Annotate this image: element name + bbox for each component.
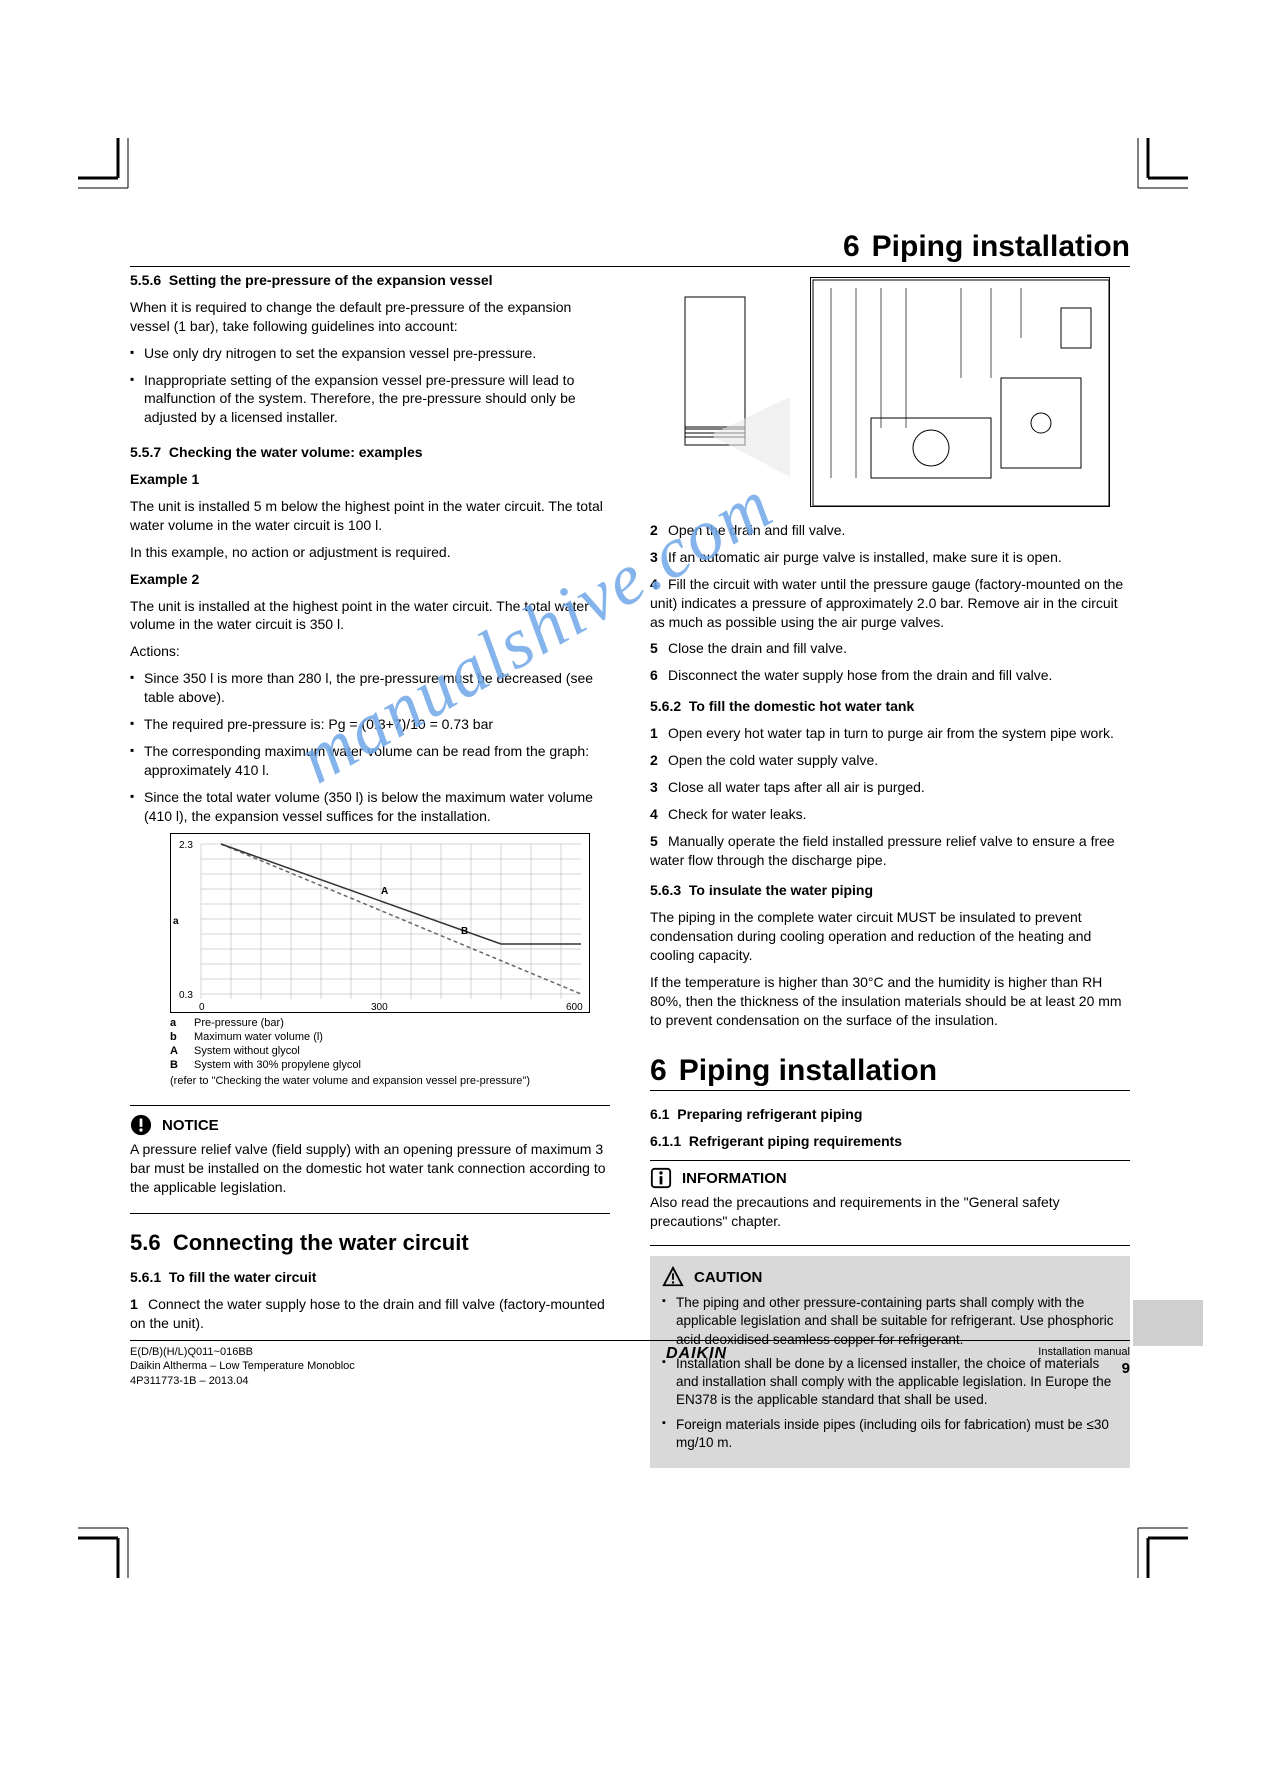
sub-556-title: Setting the pre-pressure of the expansio… <box>169 272 493 288</box>
unit-figure <box>650 277 1130 507</box>
chart-legend: aPre-pressure (bar) bMaximum water volum… <box>170 1017 590 1087</box>
sub-611-title: Refrigerant piping requirements <box>689 1133 902 1149</box>
sub-563-num: 5.6.3 <box>650 882 681 898</box>
svg-text:2.3: 2.3 <box>179 840 193 851</box>
actions-head: Actions: <box>130 642 610 661</box>
step-text: Fill the circuit with water until the pr… <box>650 576 1123 630</box>
step-text: Manually operate the field installed pre… <box>650 833 1115 868</box>
step-text: Open the drain and fill valve. <box>668 522 845 538</box>
sub-561-num: 5.6.1 <box>130 1269 161 1285</box>
header-section-title: Piping installation <box>872 230 1130 264</box>
sub-611-num: 6.1.1 <box>650 1133 681 1149</box>
sub-563-title: To insulate the water piping <box>689 882 873 898</box>
actions-list: Since 350 l is more than 280 l, the pre-… <box>130 669 610 825</box>
example1-head: Example 1 <box>130 470 610 489</box>
sub-561-title: To fill the water circuit <box>169 1269 317 1285</box>
left-column: 5.5.6 Setting the pre-pressure of the ex… <box>130 271 610 1468</box>
bullet-item: Since the total water volume (350 l) is … <box>130 788 610 826</box>
crop-mark-br <box>1118 1508 1188 1578</box>
sub-61-title: Preparing refrigerant piping <box>677 1106 862 1122</box>
example2-head: Example 2 <box>130 570 610 589</box>
page-content: 6 Piping installation 5.5.6 Setting the … <box>130 230 1130 1468</box>
sub-562-title: To fill the domestic hot water tank <box>689 698 914 714</box>
footer-docnum: 4P311773-1B – 2013.04 <box>130 1374 355 1388</box>
sub-56-title: Connecting the water circuit <box>173 1230 469 1255</box>
step-text: Check for water leaks. <box>668 806 807 822</box>
pressure-volume-chart: A B 2.3 0.3 0 300 600 a <box>170 833 590 1013</box>
step-text: Close all water taps after all air is pu… <box>668 779 925 795</box>
crop-mark-bl <box>78 1508 148 1578</box>
svg-text:600: 600 <box>566 1002 583 1013</box>
chart-ref-note: (refer to "Checking the water volume and… <box>170 1075 590 1087</box>
info-body: Also read the precautions and requiremen… <box>650 1193 1130 1231</box>
svg-text:B: B <box>461 926 468 937</box>
notice-body: A pressure relief valve (field supply) w… <box>130 1140 610 1197</box>
sub-556-num: 5.5.6 <box>130 272 161 288</box>
sub-562-num: 5.6.2 <box>650 698 681 714</box>
step-text: Disconnect the water supply hose from th… <box>668 667 1052 683</box>
footer-product: Daikin Altherma – Low Temperature Monobl… <box>130 1359 355 1373</box>
running-header: 6 Piping installation <box>130 230 1130 267</box>
sec6-num: 6 <box>650 1054 667 1088</box>
p-563: The piping in the complete water circuit… <box>650 908 1130 965</box>
sub-556-p1: When it is required to change the defaul… <box>130 298 610 336</box>
sub-556-bullets: Use only dry nitrogen to set the expansi… <box>130 344 610 428</box>
header-section-number: 6 <box>843 230 860 264</box>
page-edge-tab <box>1133 1300 1203 1346</box>
bullet-item: The required pre-pressure is: Pg = (0.3+… <box>130 715 610 734</box>
sub-56-num: 5.6 <box>130 1230 161 1255</box>
sec6-title: Piping installation <box>679 1054 937 1088</box>
example1-body: The unit is installed 5 m below the high… <box>130 497 610 535</box>
p-563b: If the temperature is higher than 30°C a… <box>650 973 1130 1030</box>
bullet-item: The corresponding maximum water volume c… <box>130 742 610 780</box>
caution-icon <box>662 1266 684 1288</box>
bullet-item: Inappropriate setting of the expansion v… <box>130 371 610 428</box>
footer-doctype: Installation manual <box>1038 1345 1130 1359</box>
footer-pagenum: 9 <box>1038 1359 1130 1379</box>
notice-icon <box>130 1114 152 1136</box>
step-text: Open every hot water tap in turn to purg… <box>668 725 1114 741</box>
footer-model: E(D/B)(H/L)Q011~016BB <box>130 1345 355 1359</box>
page-footer: E(D/B)(H/L)Q011~016BB Daikin Altherma – … <box>130 1340 1130 1388</box>
bullet-item: Use only dry nitrogen to set the expansi… <box>130 344 610 363</box>
crop-mark-tl <box>78 138 148 208</box>
sub-557-num: 5.5.7 <box>130 444 161 460</box>
step-text: Open the cold water supply valve. <box>668 752 878 768</box>
info-label: INFORMATION <box>682 1170 787 1187</box>
caution-label: CAUTION <box>694 1269 762 1286</box>
step-text: If an automatic air purge valve is insta… <box>668 549 1062 565</box>
example2-body: The unit is installed at the highest poi… <box>130 597 610 635</box>
information-box: INFORMATION Also read the precautions an… <box>650 1160 1130 1246</box>
footer-brand: DAIKIN <box>666 1345 727 1363</box>
info-icon <box>650 1167 672 1189</box>
bullet-item: Since 350 l is more than 280 l, the pre-… <box>130 669 610 707</box>
svg-text:A: A <box>381 886 388 897</box>
caution-item: Foreign materials inside pipes (includin… <box>662 1416 1118 1452</box>
unit-thumbnail <box>650 277 790 477</box>
step-text: Connect the water supply hose to the dra… <box>130 1296 605 1331</box>
svg-text:0.3: 0.3 <box>179 990 193 1001</box>
svg-text:0: 0 <box>199 1002 205 1013</box>
example1-tail: In this example, no action or adjustment… <box>130 543 610 562</box>
sub-557-title: Checking the water volume: examples <box>169 444 423 460</box>
svg-text:a: a <box>173 916 179 927</box>
right-column: 2Open the drain and fill valve. 3If an a… <box>650 271 1130 1468</box>
crop-mark-tr <box>1118 138 1188 208</box>
unit-detail <box>810 277 1110 507</box>
section-6-head: 6 Piping installation <box>650 1054 1130 1091</box>
step-text: Close the drain and fill valve. <box>668 640 847 656</box>
notice-label: NOTICE <box>162 1117 219 1134</box>
svg-text:300: 300 <box>371 1002 388 1013</box>
sub-61-num: 6.1 <box>650 1106 669 1122</box>
notice-box: NOTICE A pressure relief valve (field su… <box>130 1105 610 1214</box>
